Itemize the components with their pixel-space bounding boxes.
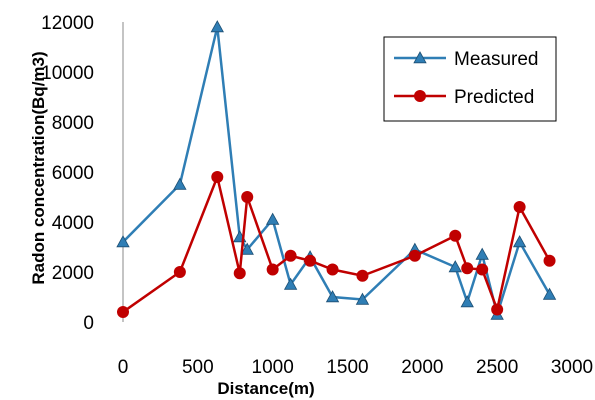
x-tick-label: 0: [118, 357, 129, 378]
predicted-point: [356, 269, 369, 282]
predicted-point: [284, 249, 297, 262]
y-tick-label: 2000: [52, 263, 94, 284]
legend-item-measured: Measured: [394, 49, 539, 70]
x-tick-label: 500: [182, 357, 214, 378]
measured-point: [283, 277, 298, 290]
x-tick-label: 2500: [476, 357, 518, 378]
measured-point: [475, 247, 489, 260]
measured-point: [448, 260, 462, 273]
predicted-point: [543, 254, 556, 267]
x-tick-label: 1000: [252, 357, 294, 378]
y-axis-title: Radon concentration(Bq/m3): [29, 51, 48, 284]
y-tick-label: 6000: [52, 163, 94, 184]
measured-point: [265, 212, 280, 225]
predicted-point: [408, 249, 421, 262]
measured-point: [210, 20, 224, 33]
x-tick-label: 3000: [551, 357, 593, 378]
predicted-point: [233, 267, 246, 280]
predicted-point: [304, 254, 317, 267]
legend-marker: [413, 51, 427, 64]
y-tick-label: 4000: [52, 213, 94, 234]
legend-label: Measured: [454, 49, 539, 70]
measured-point: [173, 177, 187, 190]
predicted-point: [211, 171, 224, 183]
series-predicted: [117, 171, 556, 318]
measured-point: [460, 295, 474, 308]
measured-point: [542, 287, 557, 300]
series-layer: [116, 20, 557, 320]
y-tick-label: 8000: [52, 113, 94, 134]
predicted-point: [117, 306, 129, 318]
predicted-point: [326, 263, 339, 276]
legend-marker: [414, 90, 426, 102]
measured-point: [240, 242, 254, 255]
y-tick-label: 0: [83, 313, 94, 334]
measured-point: [116, 235, 130, 248]
predicted-point: [173, 266, 186, 278]
y-tick-labels: 0 2000 4000 6000 8000 10000 12000: [41, 13, 94, 334]
predicted-point: [241, 191, 254, 203]
predicted-point: [266, 263, 279, 276]
predicted-point: [449, 229, 462, 242]
predicted-point: [476, 263, 489, 276]
x-tick-labels: 0 500 1000 1500 2000 2500 3000: [118, 357, 593, 378]
legend-label: Predicted: [454, 87, 534, 108]
x-axis-title: Distance(m): [217, 379, 314, 398]
measured-point: [512, 235, 527, 248]
y-tick-label: 10000: [41, 63, 94, 84]
predicted-point: [491, 303, 504, 316]
legend-box: [383, 36, 557, 122]
predicted-point: [461, 262, 474, 275]
y-tick-label: 12000: [41, 13, 94, 34]
measured-point: [325, 290, 340, 303]
x-tick-label: 2000: [401, 357, 443, 378]
measured-point: [355, 292, 370, 305]
x-tick-label: 1500: [326, 357, 368, 378]
series-line: [122, 172, 551, 314]
legend-item-predicted: Predicted: [394, 87, 534, 108]
legend: Measured Predicted: [383, 36, 557, 122]
predicted-point: [513, 201, 526, 213]
